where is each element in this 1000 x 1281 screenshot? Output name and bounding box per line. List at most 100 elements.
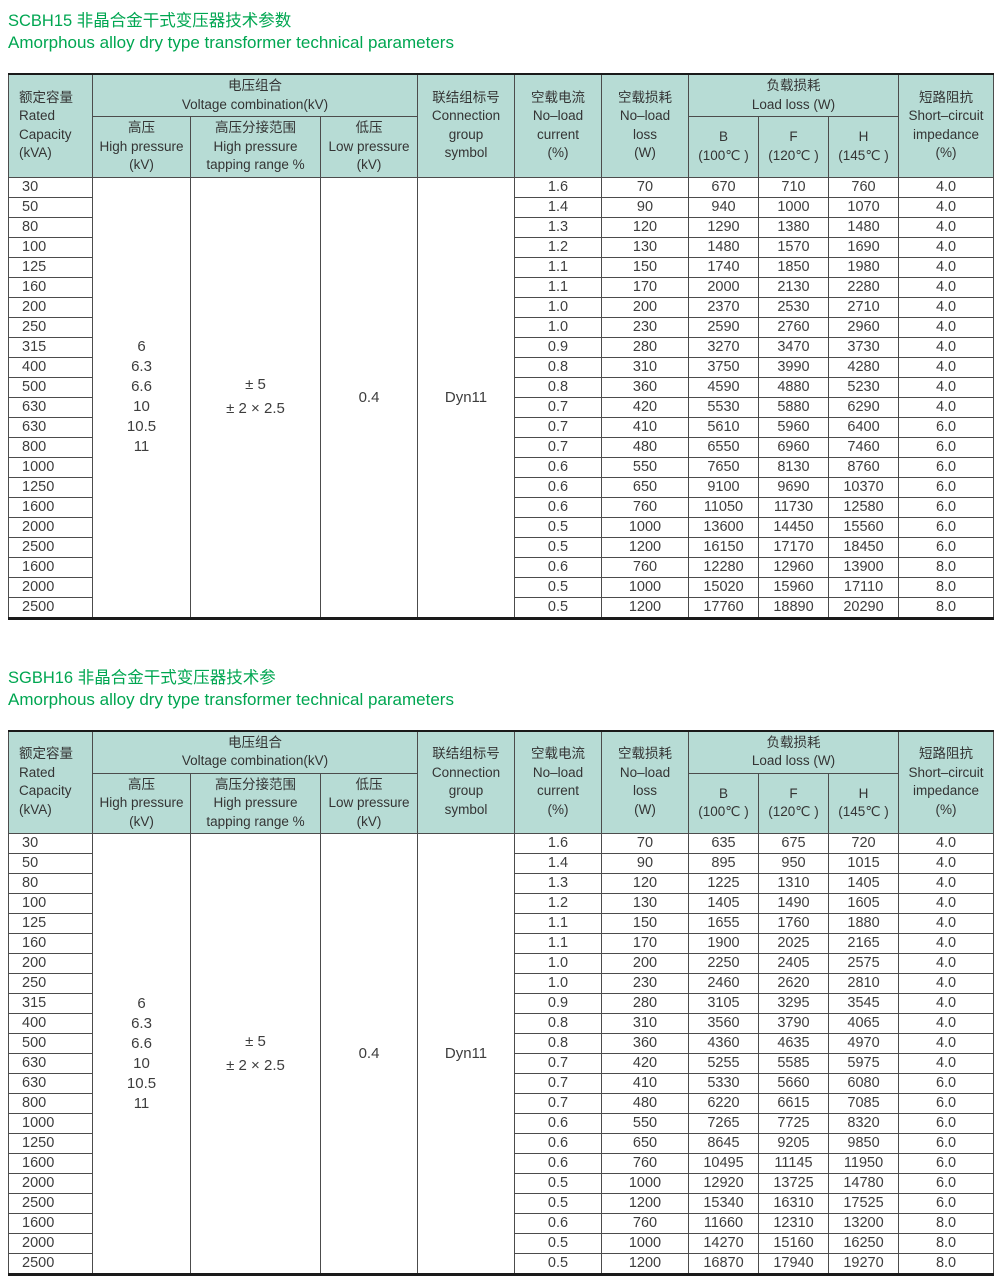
value-cell: 0.5 — [514, 596, 602, 619]
value-cell: 480 — [601, 1093, 689, 1114]
value-cell: 1290 — [688, 216, 759, 238]
capacity-cell: 80 — [8, 216, 93, 238]
value-cell: 1000 — [758, 196, 829, 218]
value-cell: 1200 — [601, 1253, 689, 1275]
value-cell: 11950 — [827, 1153, 900, 1174]
value-cell: 10370 — [827, 476, 900, 498]
value-cell: 4.0 — [898, 993, 995, 1014]
value-cell: 8760 — [827, 456, 900, 478]
value-cell: 8.0 — [898, 556, 995, 578]
table-row: 250 1.0 230 2460 2620 2810 4.0 — [8, 973, 995, 994]
table-row: 1250 0.6 650 8645 9205 9850 6.0 — [8, 1133, 995, 1154]
table-row: 80 1.3 120 1225 1310 1405 4.0 — [8, 873, 995, 894]
capacity-cell: 1250 — [8, 476, 93, 498]
value-cell: 550 — [601, 456, 689, 478]
value-cell: 8645 — [688, 1133, 759, 1154]
capacity-cell: 630 — [8, 416, 93, 438]
value-cell: 4280 — [827, 356, 900, 378]
value-cell: 1070 — [827, 196, 900, 218]
table-row: 2000 0.5 1000 12920 13725 14780 6.0 — [8, 1173, 995, 1194]
value-cell: 2810 — [827, 973, 900, 994]
col-header-tapping-range: 高压分接范围 High pressure tapping range % — [190, 116, 321, 178]
table-row: 1600 0.6 760 11660 12310 13200 8.0 — [8, 1213, 995, 1234]
value-cell: 8130 — [758, 456, 829, 478]
value-cell: 1200 — [601, 1193, 689, 1214]
value-cell: 1570 — [758, 236, 829, 258]
value-cell: 0.9 — [514, 336, 602, 358]
value-cell: 9850 — [827, 1133, 900, 1154]
capacity-cell: 800 — [8, 436, 93, 458]
value-cell: 3790 — [758, 1013, 829, 1034]
value-cell: 4.0 — [898, 1053, 995, 1074]
value-cell: 1405 — [827, 873, 900, 894]
value-cell: 1.6 — [514, 176, 602, 198]
value-cell: 760 — [827, 176, 900, 198]
capacity-cell: 2500 — [8, 596, 93, 619]
section-title-zh: SCBH15 非晶合金干式变压器技术参数 — [8, 12, 292, 30]
value-cell: 1.1 — [514, 913, 602, 934]
table-row: 1000 0.6 550 7265 7725 8320 6.0 — [8, 1113, 995, 1134]
value-cell: 1.1 — [514, 276, 602, 298]
value-cell: 8.0 — [898, 576, 995, 598]
table-row: 630 0.7 420 5530 5880 6290 4.0 — [8, 396, 995, 418]
value-cell: 1310 — [758, 873, 829, 894]
value-cell: 410 — [601, 416, 689, 438]
value-cell: 12960 — [758, 556, 829, 578]
value-cell: 130 — [601, 893, 689, 914]
value-cell: 6220 — [688, 1093, 759, 1114]
low-pressure-merged-cell: 0.4 — [320, 176, 418, 619]
value-cell: 6550 — [688, 436, 759, 458]
value-cell: 1900 — [688, 933, 759, 954]
value-cell: 1225 — [688, 873, 759, 894]
value-cell: 1480 — [688, 236, 759, 258]
value-cell: 1.3 — [514, 216, 602, 238]
value-cell: 410 — [601, 1073, 689, 1094]
table-row: 1600 0.6 760 11050 11730 12580 6.0 — [8, 496, 995, 518]
table-row: 80 1.3 120 1290 1380 1480 4.0 — [8, 216, 995, 238]
value-cell: 1980 — [827, 256, 900, 278]
value-cell: 650 — [601, 476, 689, 498]
value-cell: 17940 — [758, 1253, 829, 1275]
col-header-load-loss-h: H (145℃ ) — [827, 116, 900, 178]
value-cell: 4.0 — [898, 296, 995, 318]
col-header-no-load-current: 空载电流 No–load current (%) — [514, 73, 602, 178]
capacity-cell: 1600 — [8, 496, 93, 518]
value-cell: 6.0 — [898, 1193, 995, 1214]
value-cell: 1405 — [688, 893, 759, 914]
value-cell: 120 — [601, 216, 689, 238]
value-cell: 0.7 — [514, 1093, 602, 1114]
value-cell: 2590 — [688, 316, 759, 338]
value-cell: 3545 — [827, 993, 900, 1014]
value-cell: 635 — [688, 833, 759, 854]
col-header-impedance: 短路阻抗 Short–circuit impedance (%) — [898, 730, 995, 834]
col-header-no-load-loss: 空载损耗 No–load loss (W) — [601, 73, 689, 178]
value-cell: 17170 — [758, 536, 829, 558]
value-cell: 6.0 — [898, 1093, 995, 1114]
value-cell: 4.0 — [898, 913, 995, 934]
value-cell: 1490 — [758, 893, 829, 914]
table-row: 1600 0.6 760 12280 12960 13900 8.0 — [8, 556, 995, 578]
value-cell: 0.5 — [514, 516, 602, 538]
value-cell: 130 — [601, 236, 689, 258]
capacity-cell: 1250 — [8, 1133, 93, 1154]
capacity-cell: 630 — [8, 396, 93, 418]
capacity-cell: 50 — [8, 196, 93, 218]
value-cell: 14450 — [758, 516, 829, 538]
tapping-range-merged-cell: ± 5 ± 2 × 2.5 — [190, 833, 321, 1275]
col-header-rated-capacity: 额定容量 Rated Capacity (kVA) — [8, 730, 93, 834]
value-cell: 5660 — [758, 1073, 829, 1094]
value-cell: 0.6 — [514, 456, 602, 478]
col-header-low-pressure: 低压 Low pressure (kV) — [320, 772, 418, 834]
col-header-high-pressure: 高压 High pressure (kV) — [92, 116, 191, 178]
capacity-cell: 800 — [8, 1093, 93, 1114]
value-cell: 1000 — [601, 1233, 689, 1254]
value-cell: 4.0 — [898, 276, 995, 298]
value-cell: 2575 — [827, 953, 900, 974]
value-cell: 675 — [758, 833, 829, 854]
capacity-cell: 250 — [8, 973, 93, 994]
table-row: 2000 0.5 1000 15020 15960 17110 8.0 — [8, 576, 995, 598]
value-cell: 1655 — [688, 913, 759, 934]
value-cell: 17110 — [827, 576, 900, 598]
capacity-cell: 100 — [8, 236, 93, 258]
col-header-low-pressure: 低压 Low pressure (kV) — [320, 116, 418, 178]
